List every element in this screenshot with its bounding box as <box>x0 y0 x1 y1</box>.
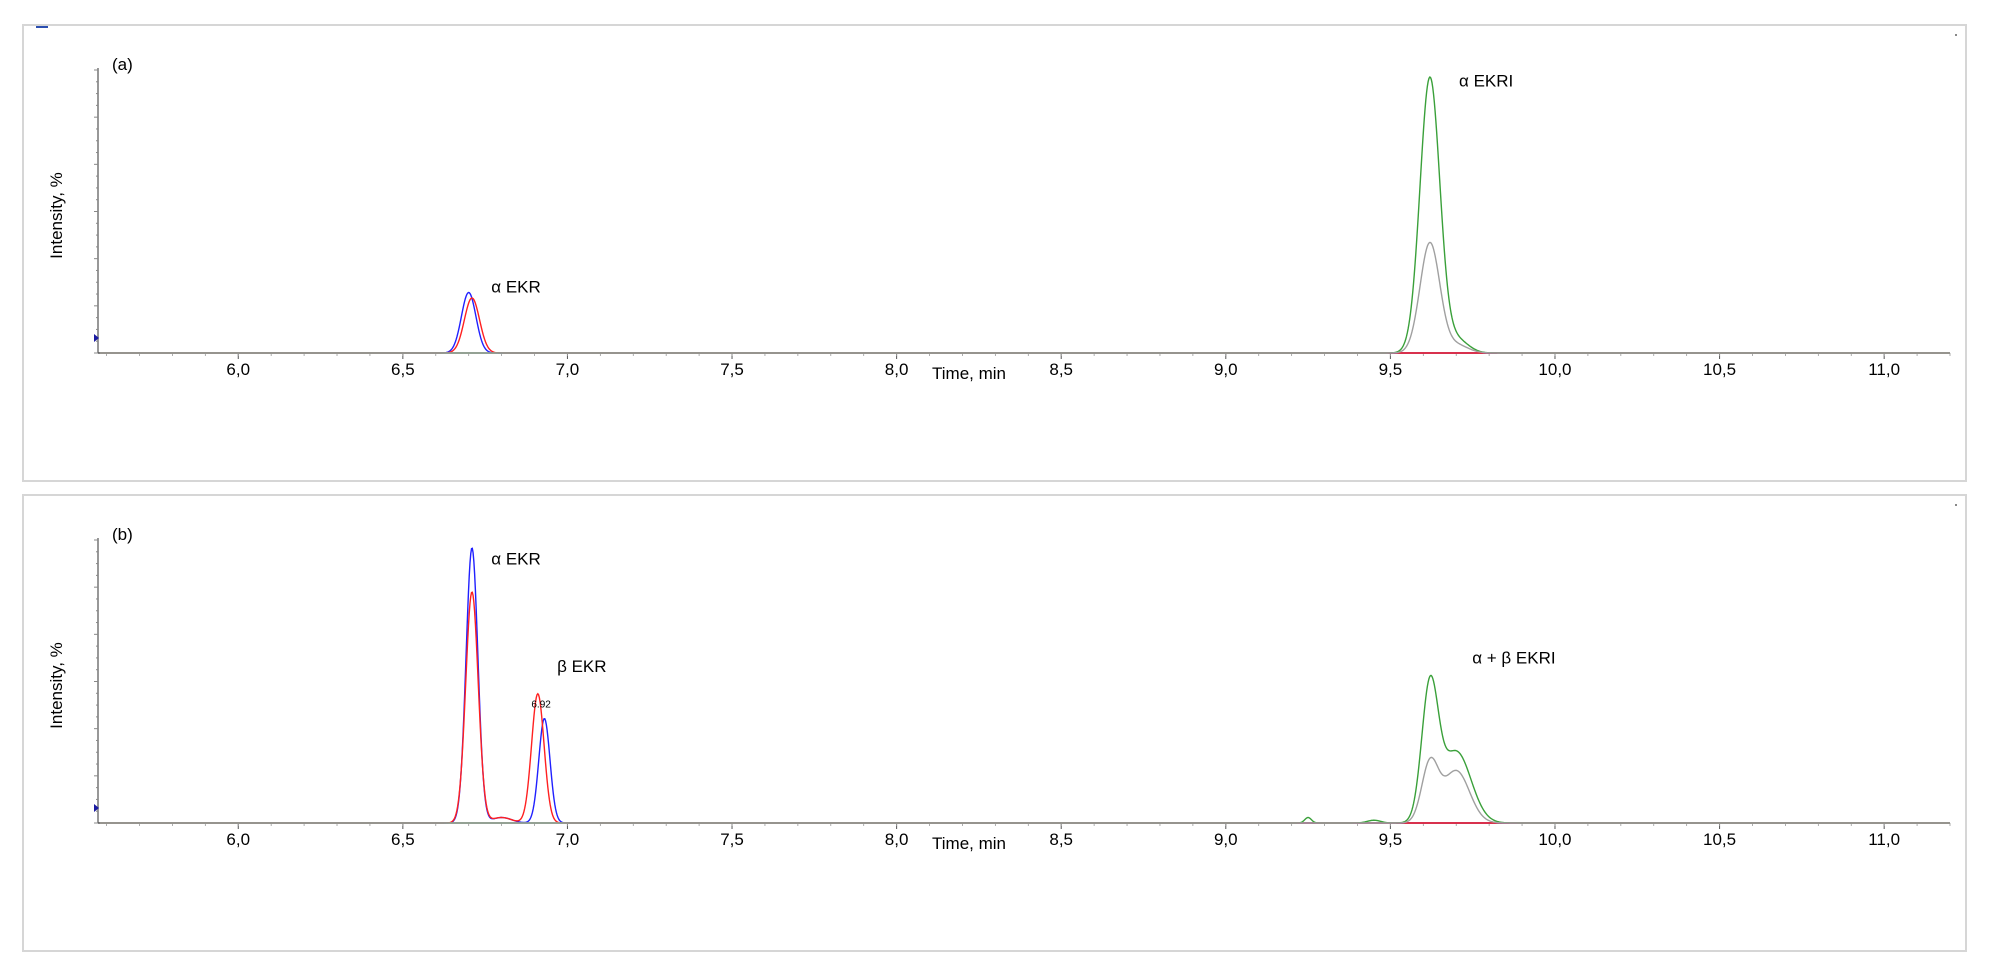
series-line-2 <box>100 674 1950 824</box>
y-axis-label: Intensity, % <box>47 172 66 259</box>
x-tick-label: 9,5 <box>1379 360 1403 379</box>
peak-annotation: α + β EKRI <box>1472 649 1555 668</box>
x-tick-label: 6,5 <box>391 360 415 379</box>
y-axis-marker <box>94 334 99 342</box>
x-tick-label: 9,0 <box>1214 830 1238 849</box>
x-tick-label: 7,0 <box>556 830 580 849</box>
series-line-1 <box>100 591 1950 824</box>
x-tick-label: 10,5 <box>1703 360 1736 379</box>
x-tick-label: 10,5 <box>1703 830 1736 849</box>
peak-annotation: α EKR <box>491 278 541 297</box>
chromatogram-a: (a) Intensity, % 6,0 6,5 7,0 7,5 8,0 8,5 9,0 9,5 1… <box>47 55 1951 383</box>
series-line-3 <box>100 756 1950 824</box>
x-tick-label: 8,5 <box>1049 360 1073 379</box>
y-axis-marker <box>94 804 99 812</box>
peak-annotation: α EKR <box>491 550 541 569</box>
peak-annotation: α EKRI <box>1459 71 1513 90</box>
x-tick-label: 6,5 <box>391 830 415 849</box>
x-tick-label: 9,5 <box>1379 830 1403 849</box>
series-line-0 <box>100 547 1950 824</box>
peak-annotation: β EKR <box>557 657 606 676</box>
x-tick-label: 8,5 <box>1049 830 1073 849</box>
series-line-1 <box>100 297 1950 354</box>
x-axis-label: Time, min <box>932 364 1006 383</box>
x-tick-label: 7,5 <box>720 360 744 379</box>
x-tick-label: 7,5 <box>720 830 744 849</box>
series-line-3 <box>100 241 1950 354</box>
x-tick-label: 7,0 <box>556 360 580 379</box>
chromatogram-b: (b) Intensity, % 6,0 6,5 7,0 7,5 8,0 8,5 9,0 9,5 1… <box>47 525 1951 853</box>
chart-panel-b: (b) Intensity, % 6,0 6,5 7,0 7,5 8,0 8,5 9,0 9,5 1… <box>22 494 1967 952</box>
panel-label: (a) <box>112 55 133 74</box>
x-tick-label: 6,0 <box>226 830 250 849</box>
x-tick-label: 10,0 <box>1538 360 1571 379</box>
x-tick-label: 8,0 <box>885 830 909 849</box>
series-line-2 <box>100 76 1950 354</box>
x-tick-label: 11,0 <box>1868 830 1900 849</box>
corner-marker <box>36 26 48 28</box>
corner-dot <box>1955 504 1957 506</box>
x-tick-label: 10,0 <box>1538 830 1571 849</box>
x-tick-label: 9,0 <box>1214 360 1238 379</box>
peak-annotation: 6.92 <box>531 700 551 711</box>
corner-dot <box>1955 34 1957 36</box>
x-tick-label: 11,0 <box>1868 360 1900 379</box>
panel-label: (b) <box>112 525 133 544</box>
chart-panel-a: (a) Intensity, % 6,0 6,5 7,0 7,5 8,0 8,5 9,0 9,5 1… <box>22 24 1967 482</box>
series-line-0 <box>100 291 1950 354</box>
y-axis-label: Intensity, % <box>47 642 66 729</box>
x-tick-label: 8,0 <box>885 360 909 379</box>
x-tick-label: 6,0 <box>226 360 250 379</box>
x-axis-label: Time, min <box>932 834 1006 853</box>
